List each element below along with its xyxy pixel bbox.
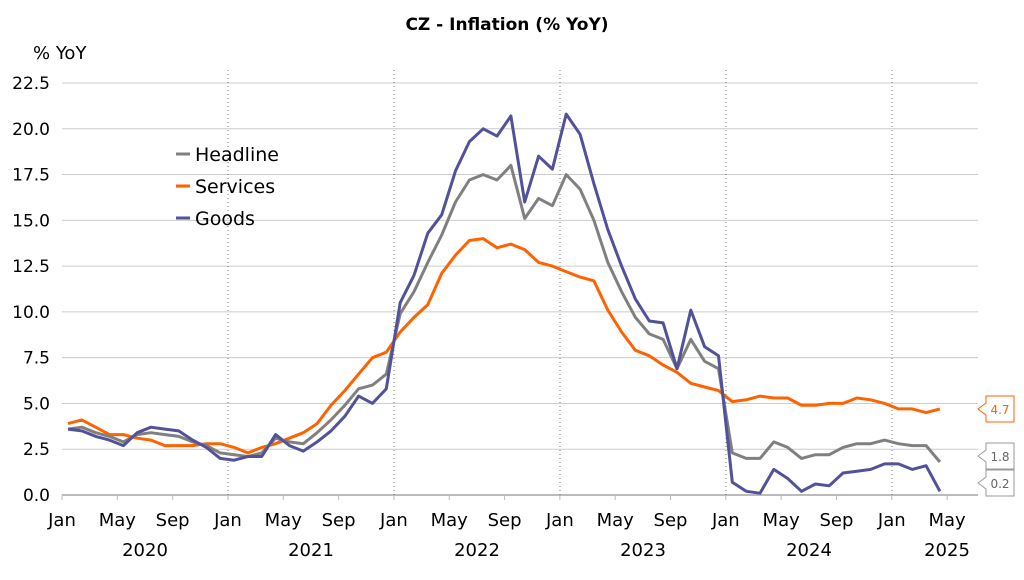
x-tick-label: Jan: [877, 510, 906, 531]
x-tick-label: May: [431, 510, 469, 531]
year-label: 2022: [454, 540, 500, 561]
end-label-goods: 0.2: [990, 477, 1009, 491]
y-tick-label: 15.0: [12, 211, 50, 231]
x-tick-label: May: [929, 510, 967, 531]
y-tick-label: 7.5: [23, 349, 50, 369]
x-tick-label: May: [597, 510, 635, 531]
series-line-services: [67, 237, 941, 455]
year-label: 2025: [924, 540, 970, 561]
end-label-box: [977, 469, 1015, 497]
y-tick-label: 12.5: [12, 257, 50, 277]
end-label-headline: 1.8: [990, 450, 1009, 464]
end-label-box: [977, 442, 1015, 470]
x-tick-label: Sep: [488, 510, 522, 531]
x-tick-label: Sep: [156, 510, 190, 531]
legend-label-headline: Headline: [195, 144, 279, 166]
x-tick-label: May: [99, 510, 137, 531]
y-tick-label: 20.0: [12, 120, 50, 140]
end-label-box: [977, 395, 1015, 423]
x-tick-label: May: [763, 510, 801, 531]
x-tick-label: Jan: [545, 510, 574, 531]
y-tick-label: 17.5: [12, 166, 50, 186]
year-label: 2021: [288, 540, 334, 561]
year-label: 2023: [620, 540, 666, 561]
legend: Headline Services Goods: [176, 144, 279, 230]
y-tick-label: 0.0: [23, 486, 50, 506]
y-tick-labels: 0.0 2.5 5.0 7.5 10.0 12.5 15.0 17.5 20.0 22.5: [12, 74, 50, 506]
y-tick-label: 5.0: [23, 394, 50, 414]
x-tick-labels: Jan May Sep Jan May Sep Jan May Sep Jan May Sep Jan M…: [47, 510, 970, 561]
end-labels: 1.8 4.7 0.2: [977, 395, 1015, 497]
y-tick-label: 22.5: [12, 74, 50, 94]
x-tick-label: Sep: [820, 510, 854, 531]
y-tick-label: 2.5: [23, 440, 50, 460]
x-tick-label: Jan: [711, 510, 740, 531]
legend-label-services: Services: [195, 176, 275, 198]
y-axis-label: % YoY: [33, 43, 87, 64]
series-line-goods: [67, 112, 942, 495]
x-tick-label: Jan: [379, 510, 408, 531]
grid: [61, 70, 978, 500]
y-tick-label: 10.0: [12, 303, 50, 323]
chart-title: CZ - Inflation (% YoY): [405, 15, 608, 35]
x-tick-label: Sep: [322, 510, 356, 531]
x-tick-label: Jan: [47, 510, 76, 531]
end-label-services: 4.7: [990, 403, 1009, 417]
x-tick-label: Sep: [654, 510, 688, 531]
legend-label-goods: Goods: [195, 208, 255, 230]
year-label: 2024: [786, 540, 832, 561]
x-tick-label: Jan: [213, 510, 242, 531]
series-line-headline: [67, 163, 942, 463]
year-label: 2020: [122, 540, 168, 561]
x-tick-label: May: [265, 510, 303, 531]
series-lines: [67, 112, 942, 495]
